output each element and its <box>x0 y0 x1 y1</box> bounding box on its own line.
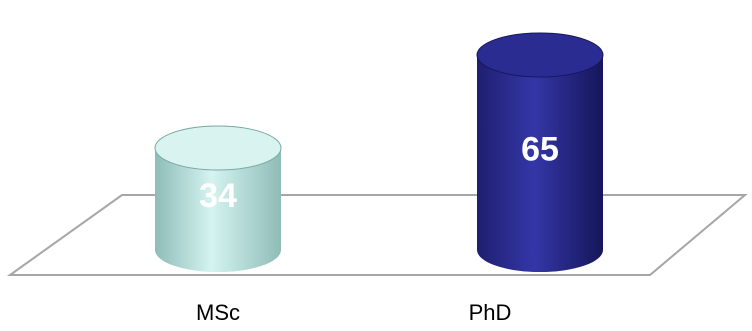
bar-msc <box>155 148 281 272</box>
x-tick-label-msc: MSc <box>196 300 240 325</box>
bar-top-phd <box>476 32 604 78</box>
x-tick-label-phd: PhD <box>468 300 512 325</box>
bar-top-msc <box>154 125 282 171</box>
chart-floor <box>6 194 748 276</box>
data-label-msc: 34 <box>199 177 237 215</box>
data-label-phd: 65 <box>521 131 559 169</box>
bar-phd <box>477 55 603 272</box>
bars-group: 34 65 <box>154 32 604 272</box>
